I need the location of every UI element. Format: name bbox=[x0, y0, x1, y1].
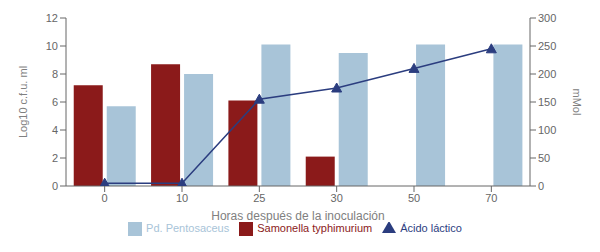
svg-text:12: 12 bbox=[46, 12, 58, 24]
svg-text:Horas después de la inoculació: Horas después de la inoculación bbox=[211, 209, 384, 223]
svg-text:300: 300 bbox=[538, 12, 556, 24]
html-text:Pd. Pentosaceus: Pd. Pentosaceus bbox=[146, 222, 230, 234]
svg-text:10: 10 bbox=[46, 40, 58, 52]
svg-text:mMol: mMol bbox=[571, 89, 583, 116]
svg-text:8: 8 bbox=[52, 68, 58, 80]
svg-text:150: 150 bbox=[538, 96, 556, 108]
svg-text:0: 0 bbox=[102, 192, 108, 204]
svg-text:50: 50 bbox=[408, 192, 420, 204]
svg-text:200: 200 bbox=[538, 68, 556, 80]
svg-text:25: 25 bbox=[253, 192, 265, 204]
svg-text:50: 50 bbox=[538, 152, 550, 164]
svg-text:10: 10 bbox=[176, 192, 188, 204]
html-text:Ácido láctico: Ácido láctico bbox=[400, 222, 462, 234]
svg-text:6: 6 bbox=[52, 96, 58, 108]
svg-text:4: 4 bbox=[52, 124, 58, 136]
html-text:Samonella typhimurium: Samonella typhimurium bbox=[257, 222, 373, 234]
svg-text:100: 100 bbox=[538, 124, 556, 136]
svg-text:0: 0 bbox=[52, 180, 58, 192]
svg-text:2: 2 bbox=[52, 152, 58, 164]
svg-text:70: 70 bbox=[485, 192, 497, 204]
svg-text:250: 250 bbox=[538, 40, 556, 52]
svg-text:0: 0 bbox=[538, 180, 544, 192]
svg-text:30: 30 bbox=[331, 192, 343, 204]
svg-text:Log10 c.f.u. ml: Log10 c.f.u. ml bbox=[17, 66, 29, 138]
